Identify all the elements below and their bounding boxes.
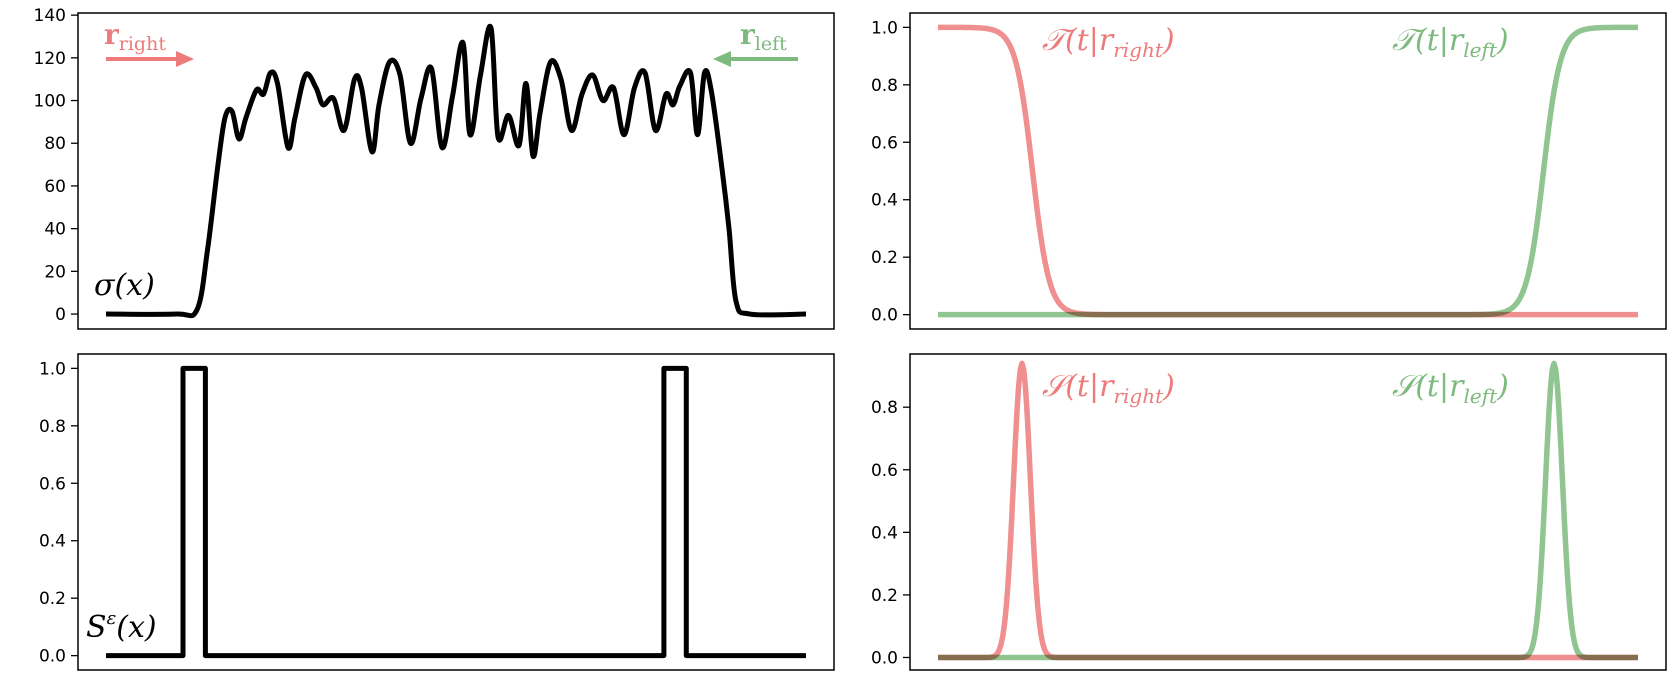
ytick-label: 0.0 bbox=[39, 647, 66, 667]
ytick-label: 0 bbox=[55, 305, 66, 325]
ytick-label: 0.2 bbox=[39, 589, 66, 609]
ytick-label: 140 bbox=[34, 6, 66, 26]
transmittance-right-label: 𝒯(t|rright) bbox=[1042, 23, 1175, 62]
arrow-left-head bbox=[713, 51, 731, 67]
ytick-label: 20 bbox=[44, 262, 66, 282]
ytick-label: 0.2 bbox=[871, 248, 898, 268]
ytick-label: 1.0 bbox=[871, 18, 898, 38]
series-line-top-right-0 bbox=[937, 24, 1639, 318]
ytick-label: 0.8 bbox=[871, 398, 898, 418]
ytick-label: 0.6 bbox=[871, 133, 898, 153]
series-line-bottom-left-0 bbox=[106, 365, 806, 659]
transmittance-left-label: 𝒯(t|rleft) bbox=[1392, 23, 1509, 62]
arrow-left-label: rleft bbox=[740, 18, 787, 55]
panel-top-right-frame bbox=[909, 12, 1667, 330]
ytick-label: 100 bbox=[34, 92, 66, 112]
ytick-label: 0.4 bbox=[39, 532, 66, 552]
ytick-label: 80 bbox=[44, 134, 66, 154]
series-line-bottom-right-0 bbox=[937, 360, 1639, 661]
panel-bottom-left-frame bbox=[77, 353, 835, 671]
surface-annotation: Sε(x) bbox=[86, 608, 157, 645]
ytick-label: 0.0 bbox=[871, 648, 898, 668]
ytick-label: 120 bbox=[34, 49, 66, 69]
arrow-right-label: rright bbox=[104, 18, 166, 55]
ytick-label: 0.6 bbox=[39, 474, 66, 494]
panel-top-left-frame bbox=[77, 12, 835, 330]
ytick-label: 40 bbox=[44, 220, 66, 240]
surface-right-label: 𝒮(t|rright) bbox=[1042, 369, 1175, 408]
ytick-label: 0.0 bbox=[871, 306, 898, 326]
ytick-label: 60 bbox=[44, 177, 66, 197]
ytick-label: 0.4 bbox=[871, 191, 898, 211]
sigma-annotation: σ(x) bbox=[94, 268, 155, 303]
series-line-bottom-right-1 bbox=[937, 360, 1639, 661]
ytick-label: 0.8 bbox=[39, 417, 66, 437]
ytick-label: 0.4 bbox=[871, 523, 898, 543]
surface-left-label: 𝒮(t|rleft) bbox=[1392, 369, 1509, 408]
series-line-top-right-1 bbox=[937, 24, 1639, 318]
series-line-top-left-0 bbox=[105, 23, 807, 319]
ytick-label: 1.0 bbox=[39, 359, 66, 379]
panel-bottom-right-frame bbox=[909, 353, 1667, 671]
ytick-label: 0.6 bbox=[871, 461, 898, 481]
ytick-label: 0.8 bbox=[871, 76, 898, 96]
ytick-label: 0.2 bbox=[871, 586, 898, 606]
arrow-right-head bbox=[176, 51, 194, 67]
